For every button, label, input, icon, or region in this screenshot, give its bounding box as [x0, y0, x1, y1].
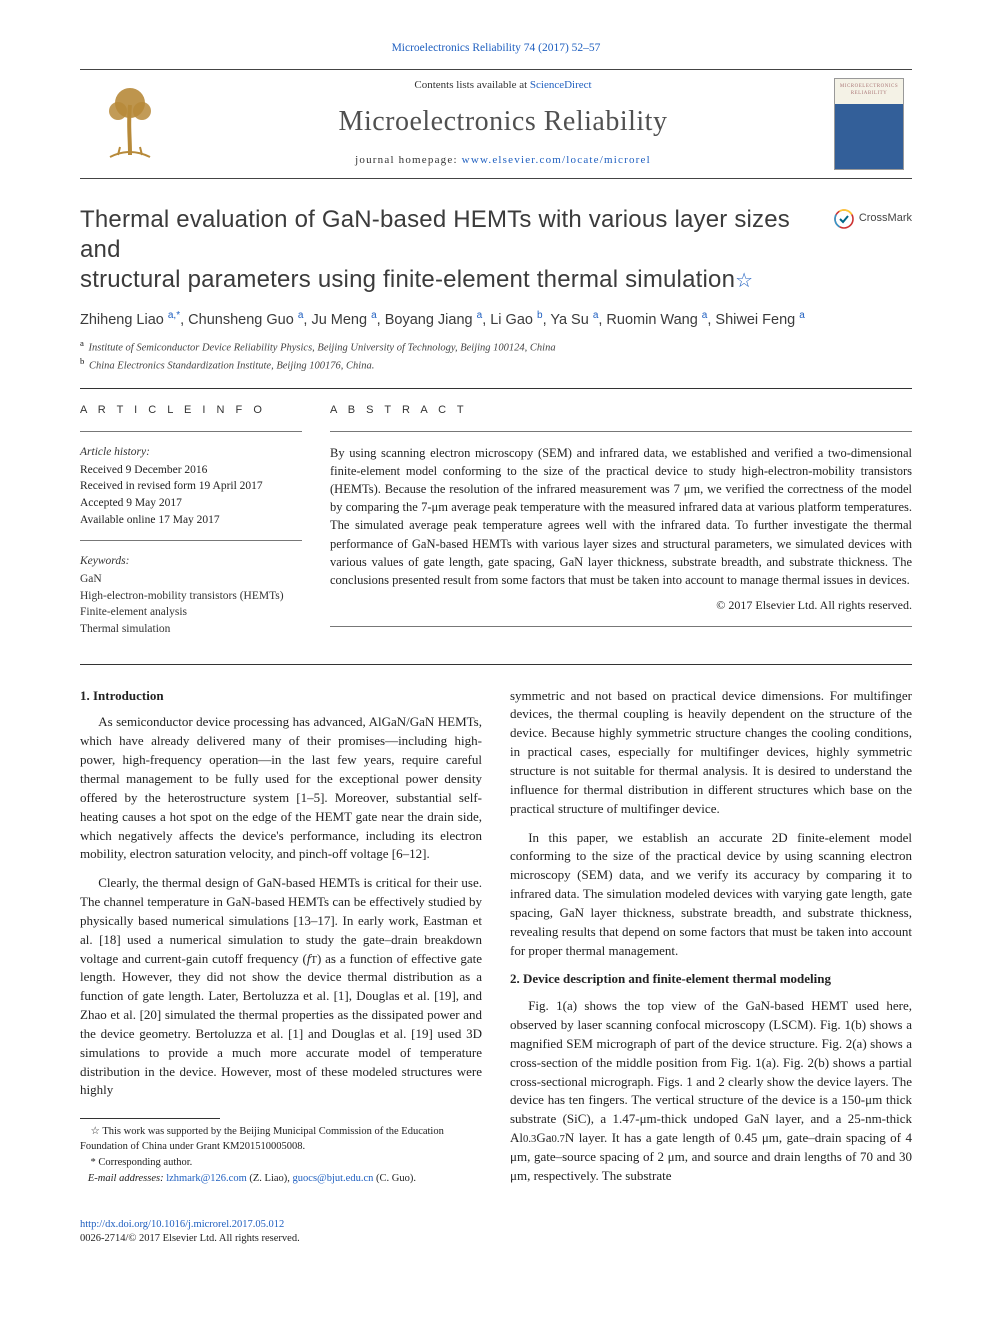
footnote-corresponding: * Corresponding author. — [80, 1156, 482, 1170]
lists-available: Contents lists available at ScienceDirec… — [414, 78, 591, 94]
keywords-block: Keywords: GaN High-electron-mobility tra… — [80, 553, 302, 637]
crossmark-label: CrossMark — [859, 211, 912, 227]
homepage-link[interactable]: www.elsevier.com/locate/microrel — [462, 154, 651, 166]
issn-copyright: 0026-2714/© 2017 Elsevier Ltd. All right… — [80, 1233, 300, 1244]
para-text: N layer. It has a gate length of 0.45 μm… — [510, 1130, 912, 1183]
crossmark-badge[interactable]: CrossMark — [834, 205, 912, 229]
aff-label: b — [80, 356, 84, 366]
homepage-prefix: journal homepage: — [355, 154, 462, 166]
email-paren: (C. Guo). — [373, 1173, 416, 1184]
footnote-rule — [80, 1118, 220, 1119]
keyword: Thermal simulation — [80, 621, 302, 638]
affiliation-a: a Institute of Semiconductor Device Reli… — [80, 337, 912, 356]
author-aff-link[interactable]: a, — [168, 310, 176, 321]
abstract-copyright: © 2017 Elsevier Ltd. All rights reserved… — [330, 597, 912, 614]
abstract-column: A B S T R A C T By using scanning electr… — [330, 403, 912, 650]
title-footnote-marker[interactable]: ☆ — [735, 270, 753, 292]
affiliations: a Institute of Semiconductor Device Reli… — [80, 337, 912, 374]
elsevier-tree-logo — [100, 85, 160, 163]
para-text: As semiconductor device processing has a… — [80, 714, 482, 861]
keywords-head: Keywords: — [80, 553, 302, 570]
separator-rule — [330, 626, 912, 627]
separator-rule — [330, 431, 912, 432]
article-info-column: A R T I C L E I N F O Article history: R… — [80, 403, 302, 650]
body-paragraph: As semiconductor device processing has a… — [80, 713, 482, 864]
keyword: High-electron-mobility transistors (HEMT… — [80, 588, 302, 605]
author-aff-link[interactable]: b — [537, 310, 543, 321]
keyword: GaN — [80, 571, 302, 588]
journal-title: Microelectronics Reliability — [339, 102, 668, 143]
separator-rule — [80, 431, 302, 432]
para-text: ) as a function of effective gate length… — [80, 951, 482, 1098]
footnotes-block: ☆ This work was supported by the Beijing… — [80, 1125, 482, 1186]
para-text: Fig. 1(a) shows the top view of the GaN-… — [510, 998, 912, 1145]
title-line-1: Thermal evaluation of GaN-based HEMTs wi… — [80, 206, 790, 263]
aff-label: a — [80, 338, 84, 348]
aff-text: China Electronics Standardization Instit… — [89, 361, 374, 372]
email-link[interactable]: guocs@bjut.edu.cn — [293, 1173, 374, 1184]
article-history: Article history: Received 9 December 201… — [80, 444, 302, 528]
title-line-2: structural parameters using finite-eleme… — [80, 266, 735, 293]
footnote-funding: ☆ This work was supported by the Beijing… — [80, 1125, 482, 1153]
article-info-heading: A R T I C L E I N F O — [80, 403, 302, 419]
cover-title-strip: MICROELECTRONICS RELIABILITY — [835, 79, 903, 104]
para-text: Ga — [536, 1130, 551, 1145]
author-list: Zhiheng Liao a,*, Chunsheng Guo a, Ju Me… — [80, 309, 912, 331]
article-body: 1. Introduction As semiconductor device … — [80, 687, 912, 1192]
history-online: Available online 17 May 2017 — [80, 512, 302, 529]
sciencedirect-link[interactable]: ScienceDirect — [530, 79, 592, 91]
masthead-center: Contents lists available at ScienceDirec… — [180, 70, 826, 178]
email-link[interactable]: lzhmark@126.com — [166, 1173, 247, 1184]
abstract-heading: A B S T R A C T — [330, 403, 912, 419]
author-aff-link[interactable]: a — [593, 310, 599, 321]
body-paragraph: symmetric and not based on practical dev… — [510, 687, 912, 819]
affiliation-b: b China Electronics Standardization Inst… — [80, 355, 912, 374]
cover-thumbnail-cell: MICROELECTRONICS RELIABILITY — [826, 70, 912, 178]
separator-rule — [80, 664, 912, 665]
citation-link[interactable]: Microelectronics Reliability 74 (2017) 5… — [392, 42, 601, 54]
footnote-emails: E-mail addresses: lzhmark@126.com (Z. Li… — [80, 1172, 482, 1186]
history-received: Received 9 December 2016 — [80, 462, 302, 479]
abstract-text: By using scanning electron microscopy (S… — [330, 444, 912, 589]
keyword: Finite-element analysis — [80, 604, 302, 621]
author-aff-link[interactable]: a — [799, 310, 805, 321]
article-title: Thermal evaluation of GaN-based HEMTs wi… — [80, 205, 816, 295]
journal-cover-thumbnail: MICROELECTRONICS RELIABILITY — [834, 78, 904, 170]
page-footer: http://dx.doi.org/10.1016/j.microrel.201… — [80, 1218, 912, 1246]
section-heading-1: 1. Introduction — [80, 687, 482, 706]
journal-homepage: journal homepage: www.elsevier.com/locat… — [355, 153, 651, 169]
body-paragraph: Clearly, the thermal design of GaN-based… — [80, 874, 482, 1100]
publisher-logo-cell — [80, 70, 180, 178]
cover-color-block — [835, 104, 903, 169]
history-head: Article history: — [80, 444, 302, 461]
section-heading-2: 2. Device description and finite-element… — [510, 970, 912, 989]
email-paren: (Z. Liao), — [247, 1173, 293, 1184]
email-label: E-mail addresses: — [88, 1173, 166, 1184]
author-aff-link[interactable]: a — [702, 310, 708, 321]
doi-link[interactable]: http://dx.doi.org/10.1016/j.microrel.201… — [80, 1219, 284, 1230]
running-head: Microelectronics Reliability 74 (2017) 5… — [80, 40, 912, 57]
symbol-sub: 0.3 — [523, 1134, 536, 1145]
lists-prefix: Contents lists available at — [414, 79, 529, 91]
corresponding-marker[interactable]: * — [176, 310, 180, 321]
separator-rule — [80, 388, 912, 389]
body-paragraph: In this paper, we establish an accurate … — [510, 829, 912, 961]
history-revised: Received in revised form 19 April 2017 — [80, 478, 302, 495]
journal-masthead: Contents lists available at ScienceDirec… — [80, 69, 912, 179]
symbol-sub: 0.7 — [552, 1134, 565, 1145]
crossmark-icon — [834, 209, 854, 229]
author-aff-link[interactable]: a — [477, 310, 483, 321]
author-aff-link[interactable]: a — [371, 310, 377, 321]
author-aff-link[interactable]: a — [298, 310, 304, 321]
history-accepted: Accepted 9 May 2017 — [80, 495, 302, 512]
aff-text: Institute of Semiconductor Device Reliab… — [89, 342, 556, 353]
separator-rule — [80, 540, 302, 541]
body-paragraph: Fig. 1(a) shows the top view of the GaN-… — [510, 997, 912, 1185]
